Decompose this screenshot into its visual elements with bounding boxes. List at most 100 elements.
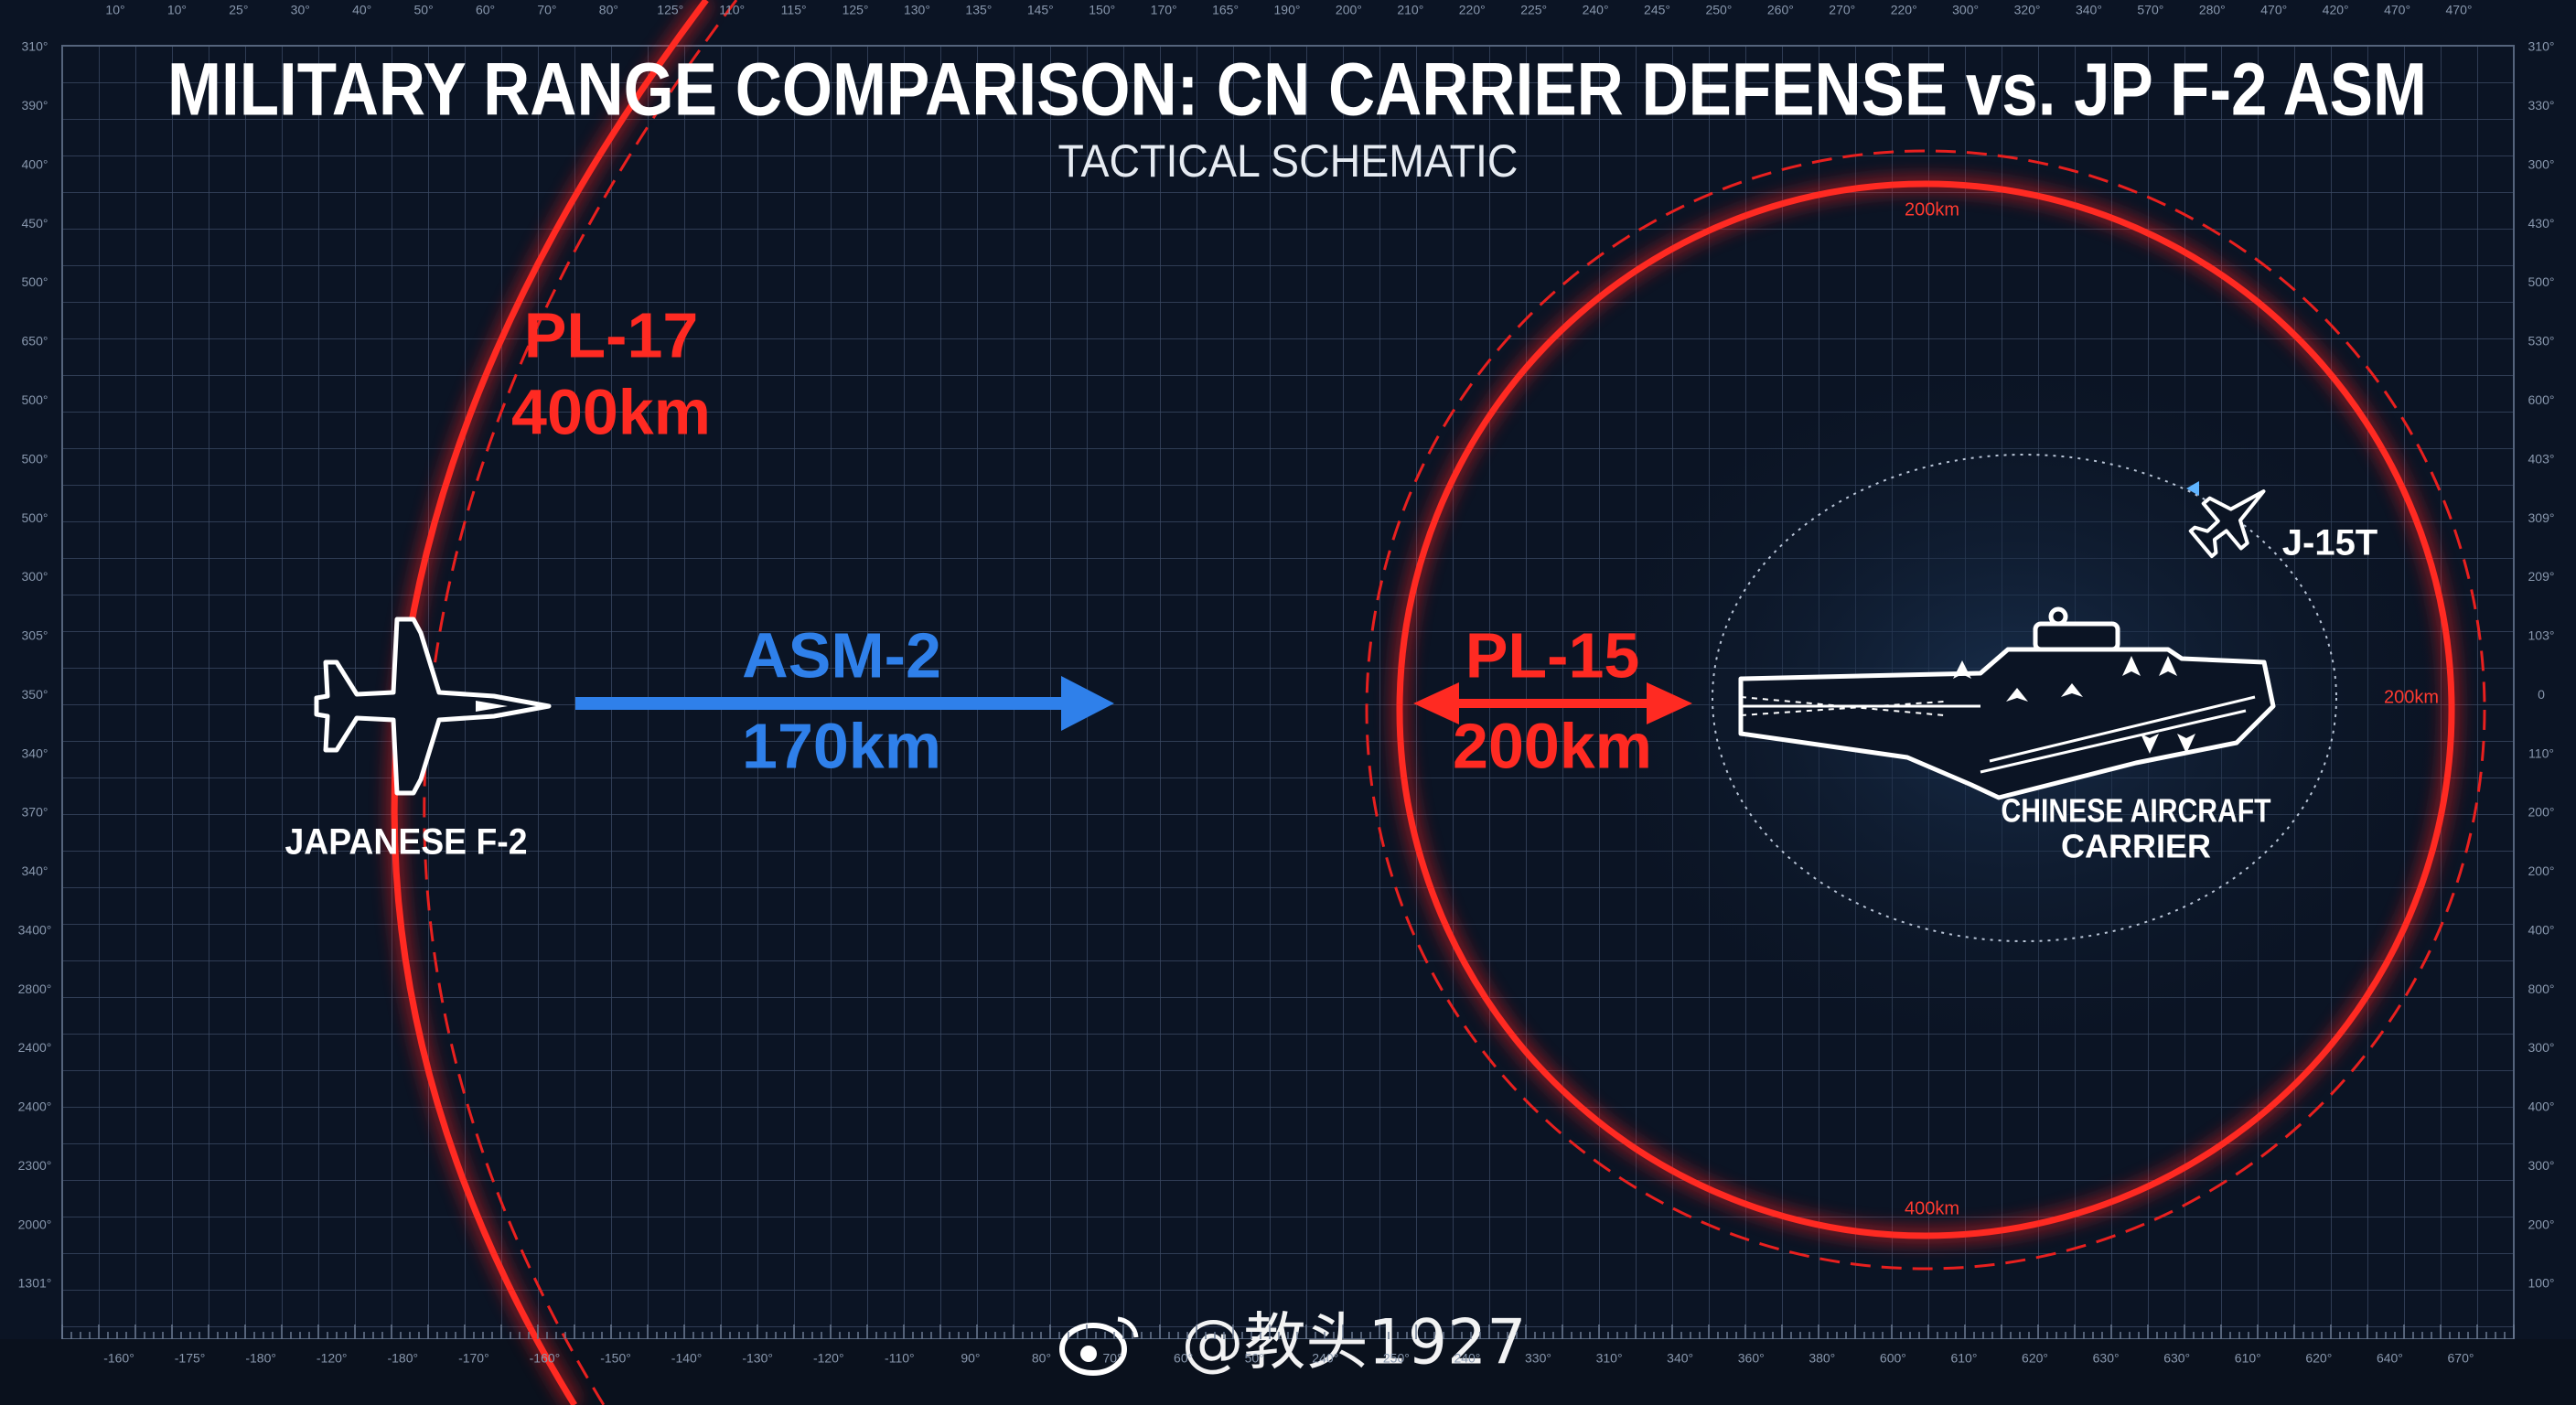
axis-tick-label: -130° (742, 1351, 773, 1366)
axis-tick-label: 610° (2235, 1351, 2261, 1366)
axis-tick-label: 300° (2528, 1040, 2555, 1055)
axis-tick-label: 200° (1336, 3, 1362, 17)
axis-tick-label: 800° (2528, 981, 2555, 996)
axis-tick-label: 400° (2528, 922, 2555, 937)
carrier-label: CHINESE AIRCRAFT (2002, 792, 2271, 830)
axis-tick-label: 3400° (18, 922, 52, 937)
axis-tick-label: 500° (22, 392, 48, 407)
axis-tick-label: 600° (2528, 392, 2555, 407)
axis-tick-label: 330° (1525, 1351, 1551, 1366)
axis-tick-label: -160° (103, 1351, 134, 1366)
axis-tick-label: 80° (599, 3, 618, 17)
pl17-name: PL-17 (524, 299, 699, 370)
axis-tick-label: 340° (2076, 3, 2102, 17)
axis-tick-label: 570° (2137, 3, 2163, 17)
axis-tick-label: 40° (352, 3, 371, 17)
pl15-name: PL-15 (1465, 619, 1640, 691)
carrier-icon (1738, 606, 2276, 800)
axis-tick-label: -180° (245, 1351, 276, 1366)
axis-tick-label: 350° (22, 687, 48, 702)
pl17-range: 400km (511, 376, 711, 447)
pl15-ring (1396, 180, 2455, 1239)
axis-tick-label: 270° (1829, 3, 1855, 17)
axis-tick-label: 2400° (18, 1099, 52, 1114)
ring-label: 200km (2384, 687, 2439, 707)
axis-tick-label: 110° (2528, 745, 2554, 760)
axis-tick-label: 220° (1459, 3, 1486, 17)
axis-tick-label: -160° (530, 1351, 561, 1366)
axis-tick-label: 1301° (18, 1276, 52, 1291)
axis-tick-label: 0 (2538, 687, 2545, 702)
axis-tick-label: 380° (1809, 1351, 1835, 1366)
axis-tick-label: 450° (22, 216, 48, 231)
asm2-arrowhead (1061, 676, 1114, 731)
axis-tick-label: 2300° (18, 1158, 52, 1173)
axis-tick-label: 250° (1383, 1351, 1410, 1366)
axis-tick-label: 90° (961, 1351, 980, 1366)
axis-tick-label: 300° (2528, 156, 2555, 171)
axis-tick-label: -175° (175, 1351, 206, 1366)
axis-tick-label: 250° (1705, 3, 1732, 17)
patrol-ellipse (1712, 454, 2337, 942)
axis-tick-label: 50° (414, 3, 434, 17)
pl15-range: 200km (1453, 710, 1652, 781)
axis-tick-label: 500° (22, 510, 48, 525)
j15-direction (2186, 481, 2199, 496)
axis-tick-label: 390° (22, 98, 48, 113)
asm2-range: 170km (742, 710, 941, 781)
axis-tick-label: 170° (1151, 3, 1177, 17)
axis-tick-label: 600° (1880, 1351, 1906, 1366)
axis-tick-label: 620° (2022, 1351, 2048, 1366)
axis-tick-label: -140° (671, 1351, 703, 1366)
axis-tick-label: 340° (1667, 1351, 1693, 1366)
carrier-label: CARRIER (2061, 828, 2211, 865)
axis-tick-label: 115° (781, 3, 807, 17)
axis-tick-label: -120° (317, 1351, 348, 1366)
watermark: @教头1927 (1181, 1307, 1526, 1379)
axis-tick-label: 2400° (18, 1040, 52, 1055)
axis-tick-label: 245° (1644, 3, 1670, 17)
axis-tick-label: 10° (167, 3, 187, 17)
axis-tick-label: 209° (2528, 569, 2555, 584)
axis-tick-label: 500° (22, 451, 48, 466)
axis-tick-label: 150° (1089, 3, 1115, 17)
axis-tick-label: 300° (2528, 1158, 2555, 1173)
axis-tick-label: 60° (476, 3, 495, 17)
pl15-ring-dashed (1365, 149, 2486, 1271)
axis-tick-label: 130° (904, 3, 930, 17)
axis-tick-label: 200° (2528, 863, 2555, 878)
axis-tick-label: 280° (2199, 3, 2226, 17)
axis-tick-label: 190° (1274, 3, 1301, 17)
axis-tick-label: 630° (2093, 1351, 2120, 1366)
f2-icon (314, 617, 552, 796)
axis-tick-label: 240° (1312, 1351, 1338, 1366)
axis-tick-label: 340° (22, 745, 48, 760)
axis-tick-label: 50° (1245, 1351, 1264, 1366)
axis-tick-label: 670° (2448, 1351, 2474, 1366)
axis-tick-label: 330° (2528, 98, 2555, 113)
axis-tick-label: 420° (2323, 3, 2349, 17)
axis-tick-label: 320° (2014, 3, 2041, 17)
axis-tick-label: 70° (537, 3, 556, 17)
axis-tick-label: 10° (105, 3, 124, 17)
axis-tick-label: 2800° (18, 981, 52, 996)
ring-label: 200km (1905, 199, 1959, 220)
axis-tick-label: 110° (719, 3, 745, 17)
axis-tick-label: 240° (1454, 1351, 1480, 1366)
axis-tick-label: 470° (2384, 3, 2410, 17)
axis-tick-label: 200° (2528, 805, 2555, 820)
axis-tick-label: 2000° (18, 1217, 52, 1231)
axis-tick-label: 165° (1212, 3, 1239, 17)
f2-label: JAPANESE F-2 (285, 822, 528, 863)
axis-tick-label: 305° (22, 628, 48, 643)
axis-tick-label: 500° (2528, 274, 2555, 289)
axis-tick-label: -170° (458, 1351, 489, 1366)
subtitle: TACTICAL SCHEMATIC (1058, 135, 1519, 187)
j15-icon (2188, 489, 2266, 559)
axis-tick-label: 403° (2528, 451, 2555, 466)
axis-tick-label: 340° (22, 863, 48, 878)
axis-tick-label: 225° (1520, 3, 1547, 17)
axis-tick-label: 430° (2528, 216, 2555, 231)
axis-tick-label: 300° (22, 569, 48, 584)
